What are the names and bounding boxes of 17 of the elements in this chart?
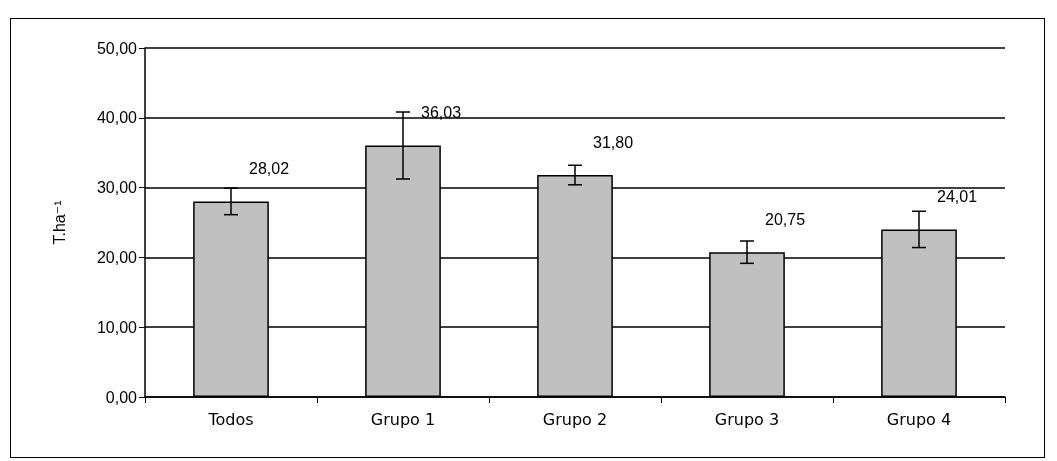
y-axis-title: T.ha⁻¹ [50, 200, 68, 245]
x-tick-label: Grupo 2 [542, 409, 608, 429]
data-label: 31,80 [592, 133, 634, 151]
data-label: 20,75 [764, 210, 806, 228]
y-tick-label: 50,00 [96, 39, 138, 57]
data-label: 24,01 [936, 187, 978, 205]
x-tick-label: Grupo 1 [370, 409, 436, 429]
y-tick-label: 10,00 [96, 318, 138, 336]
y-tick-label: 20,00 [96, 248, 138, 266]
data-label: 36,03 [420, 104, 462, 122]
data-label: 28,02 [248, 159, 290, 177]
y-tick-label: 40,00 [96, 109, 138, 127]
y-tick-label: 0,00 [105, 388, 138, 406]
x-tick-label: Grupo 4 [886, 409, 952, 429]
x-tick-label: Grupo 3 [714, 409, 780, 429]
x-tick-label: Todos [207, 409, 254, 429]
y-tick-label: 30,00 [96, 179, 138, 197]
